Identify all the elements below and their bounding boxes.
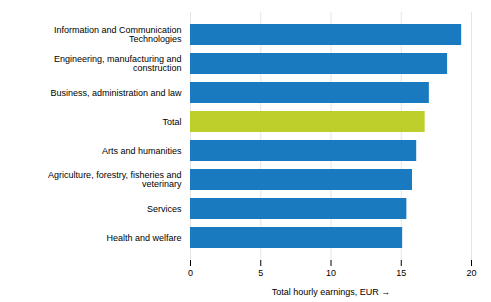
svg-text:5: 5 xyxy=(258,268,263,278)
svg-text:Agriculture, forestry, fisheri: Agriculture, forestry, fisheries andvete… xyxy=(48,170,182,189)
svg-text:Engineering, manufacturing and: Engineering, manufacturing andconstructi… xyxy=(54,54,182,73)
svg-text:Services: Services xyxy=(147,204,182,214)
svg-text:Information and CommunicationT: Information and CommunicationTechnologie… xyxy=(54,25,182,44)
svg-text:20: 20 xyxy=(466,268,476,278)
svg-text:15: 15 xyxy=(396,268,406,278)
svg-text:Total: Total xyxy=(162,117,181,127)
svg-text:10: 10 xyxy=(326,268,336,278)
svg-text:Business, administration and l: Business, administration and law xyxy=(50,88,182,98)
svg-text:Health and welfare: Health and welfare xyxy=(106,233,181,243)
svg-text:Total hourly earnings, EUR →: Total hourly earnings, EUR → xyxy=(272,287,391,297)
svg-text:0: 0 xyxy=(188,268,193,278)
svg-text:Arts and humanities: Arts and humanities xyxy=(102,146,182,156)
